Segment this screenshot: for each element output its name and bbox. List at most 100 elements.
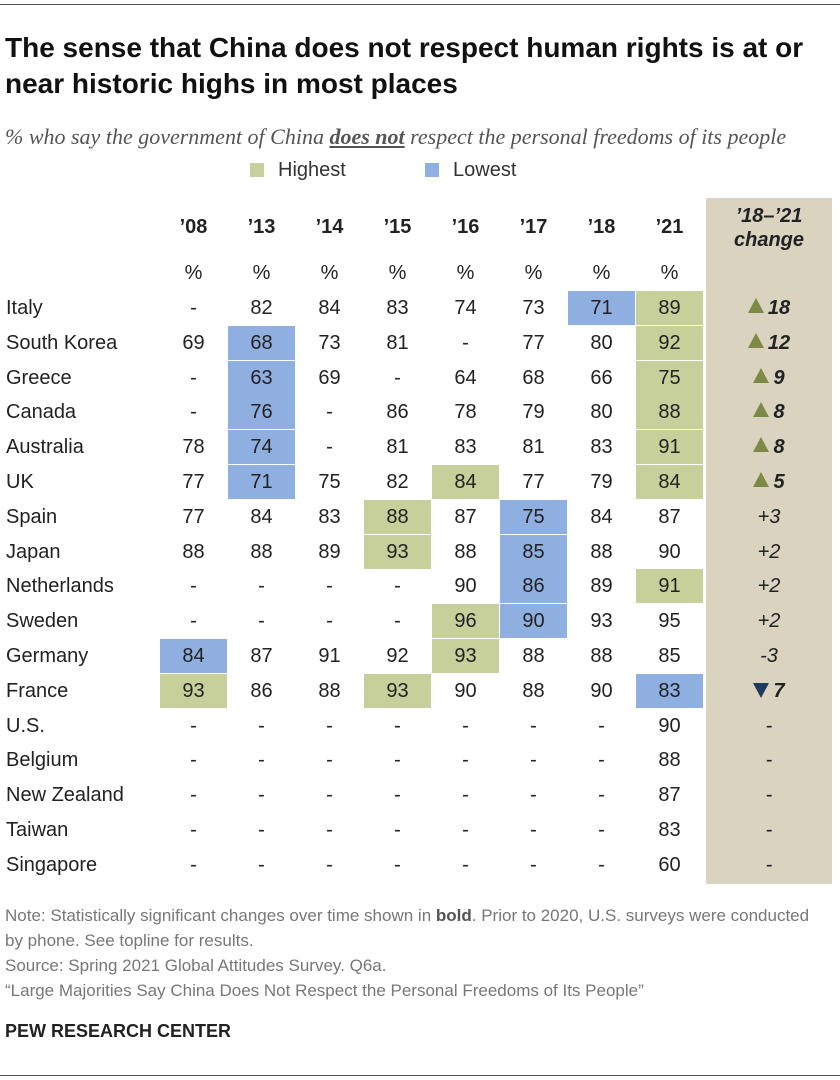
row-label: UK — [6, 471, 34, 493]
unit-label: % — [456, 262, 475, 284]
trend-arrow — [747, 332, 764, 348]
table-cell: - — [394, 853, 401, 876]
change-value: 5 — [773, 471, 785, 493]
table-cell: - — [326, 819, 333, 841]
table-cell: 85 — [658, 645, 681, 667]
table-cell: 81 — [386, 331, 409, 354]
table-cell: 74 — [454, 297, 477, 319]
table-cell: - — [326, 575, 333, 598]
subtitle-text: % who say the government of China — [5, 124, 330, 149]
table-cell: 75 — [500, 499, 567, 534]
change-value: 9 — [773, 366, 785, 389]
table-cell: 60 — [658, 853, 681, 876]
change-cell: 7 — [706, 674, 832, 708]
table-cell: - — [326, 714, 333, 737]
trend-arrow — [753, 437, 770, 453]
table-cell: 63 — [228, 360, 295, 395]
table-cell: 91 — [636, 569, 703, 604]
legend-label: Lowest — [453, 159, 517, 181]
trend-arrow — [747, 298, 764, 313]
table-cell: 92 — [386, 645, 409, 667]
table-cell: - — [258, 610, 265, 633]
row-label: Singapore — [6, 853, 98, 876]
table-cell: 87 — [658, 784, 681, 807]
unit-label: % — [592, 262, 611, 284]
table-cell: - — [598, 853, 605, 876]
table-cell: 90 — [500, 604, 567, 639]
table-cell: - — [326, 401, 333, 424]
table-cell: - — [598, 784, 605, 807]
table-cell: 83 — [590, 436, 613, 459]
table-cell: 83 — [454, 436, 477, 459]
table-cell: - — [394, 610, 401, 633]
table-cell: 88 — [658, 749, 681, 772]
table-cell: 93 — [590, 610, 613, 633]
table-cell: - — [190, 853, 197, 876]
change-cell: +2 — [757, 540, 781, 563]
table-cell: 90 — [658, 714, 681, 737]
table-cell: - — [326, 610, 333, 633]
table-cell: - — [258, 784, 265, 807]
table-cell: 92 — [636, 325, 703, 360]
table-cell: 75 — [318, 471, 341, 493]
column-header: ’08 — [179, 216, 208, 238]
table-cell: 86 — [500, 569, 567, 604]
table-cell: 90 — [590, 679, 613, 702]
table-cell: - — [598, 749, 605, 772]
row-label: Greece — [6, 366, 72, 389]
subtitle: % who say the government of China does n… — [5, 120, 835, 153]
change-cell: +2 — [757, 610, 781, 633]
notes: Note: Statistically significant changes … — [5, 903, 825, 1003]
column-header: ’21 — [655, 216, 684, 238]
note-text: Note: Statistically significant changes … — [5, 906, 436, 925]
table-cell: 83 — [386, 297, 409, 319]
row-label: France — [6, 679, 69, 702]
table-cell: 88 — [590, 645, 613, 667]
table-cell: - — [530, 714, 537, 737]
table-cell: 88 — [522, 645, 545, 667]
table-cell: 84 — [636, 465, 703, 499]
table-cell: 96 — [432, 604, 499, 639]
change-value: 7 — [773, 679, 785, 702]
legend-swatch — [250, 163, 264, 177]
unit-label: % — [660, 262, 679, 284]
table-cell: 79 — [522, 401, 545, 424]
note-text: . Prior to 2020, U.S. surveys were condu… — [5, 906, 810, 950]
table-cell: 82 — [386, 471, 409, 493]
row-label: Spain — [6, 505, 58, 528]
subtitle-emphasis: does not — [329, 124, 405, 149]
table-cell: - — [394, 819, 401, 841]
table-cell: - — [462, 331, 469, 354]
table-cell: - — [258, 714, 265, 737]
table-cell: - — [394, 575, 401, 598]
table-cell: 85 — [500, 534, 567, 569]
change-cell: +2 — [757, 575, 781, 598]
change-header: ’18–’21 change — [706, 204, 832, 252]
change-cell: 12 — [706, 326, 832, 360]
table-cell: 90 — [658, 540, 681, 563]
table-cell: - — [394, 784, 401, 807]
subtitle-text: respect the personal freedoms of its peo… — [404, 124, 787, 149]
table-cell: 83 — [636, 673, 703, 708]
change-value: 8 — [773, 436, 785, 459]
table-cell: 77 — [522, 471, 545, 493]
table-cell: 93 — [364, 534, 431, 569]
table-cell: 95 — [658, 610, 681, 633]
table-cell: - — [326, 853, 333, 876]
row-label: Taiwan — [6, 819, 69, 841]
table-cell: - — [190, 401, 197, 424]
unit-label: % — [320, 262, 339, 284]
change-cell: -3 — [760, 645, 778, 667]
change-value: 8 — [773, 401, 785, 424]
table-cell: - — [326, 436, 333, 459]
table-cell: 64 — [454, 366, 477, 389]
change-header-line: change — [733, 229, 805, 251]
table-cell: - — [462, 819, 469, 841]
trend-arrow — [753, 472, 770, 487]
table-cell: - — [326, 784, 333, 807]
table-cell: - — [190, 297, 197, 319]
table-cell: 84 — [432, 465, 499, 499]
table-cell: 82 — [250, 297, 273, 319]
table-cell: - — [598, 714, 605, 737]
